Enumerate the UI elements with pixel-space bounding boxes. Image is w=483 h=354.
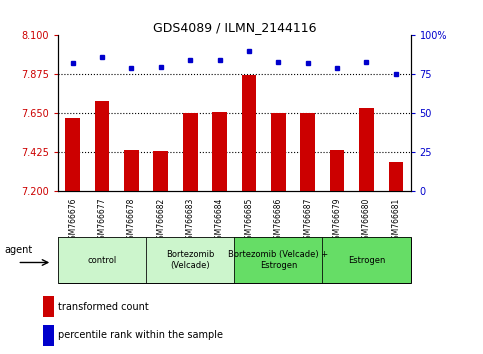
Bar	[43, 325, 54, 346]
Bar	[323, 237, 411, 283]
Text: agent: agent	[5, 245, 33, 255]
Bar	[359, 108, 374, 191]
Bar	[43, 296, 54, 317]
Text: control: control	[87, 256, 117, 265]
Text: Bortezomib
(Velcade): Bortezomib (Velcade)	[166, 251, 214, 270]
Bar	[388, 162, 403, 191]
Bar	[330, 150, 344, 191]
Bar	[146, 237, 234, 283]
Bar	[95, 101, 109, 191]
Bar	[183, 113, 198, 191]
Bar	[58, 237, 146, 283]
Bar	[65, 119, 80, 191]
Bar	[242, 75, 256, 191]
Text: Bortezomib (Velcade) +
Estrogen: Bortezomib (Velcade) + Estrogen	[228, 251, 328, 270]
Text: percentile rank within the sample: percentile rank within the sample	[58, 330, 223, 341]
Bar	[234, 237, 323, 283]
Bar	[212, 112, 227, 191]
Bar	[300, 113, 315, 191]
Bar	[124, 150, 139, 191]
Bar	[154, 152, 168, 191]
Title: GDS4089 / ILMN_2144116: GDS4089 / ILMN_2144116	[153, 21, 316, 34]
Bar	[271, 113, 285, 191]
Text: transformed count: transformed count	[58, 302, 148, 312]
Text: Estrogen: Estrogen	[348, 256, 385, 265]
